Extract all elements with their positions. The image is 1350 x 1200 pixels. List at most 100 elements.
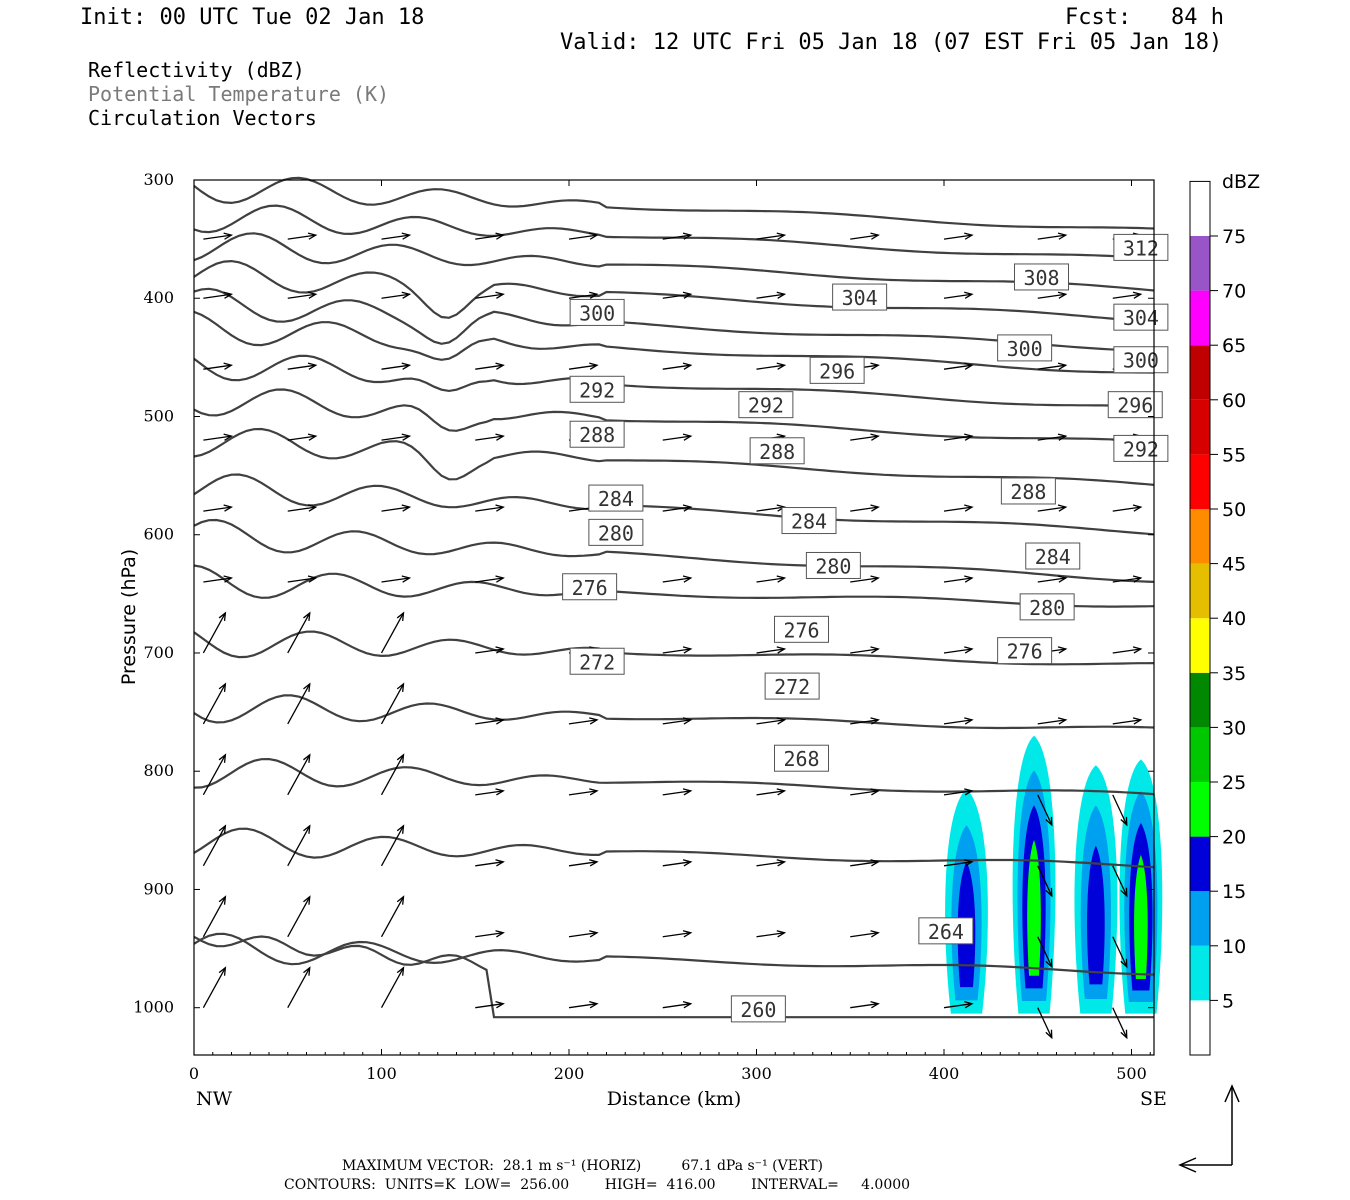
circulation-vector-head — [1132, 575, 1143, 583]
circulation-vector — [475, 435, 504, 441]
circulation-vector-head — [1057, 232, 1068, 240]
circulation-vector — [850, 506, 879, 512]
circulation-vector-head — [307, 362, 318, 370]
circulation-vector-head — [218, 611, 227, 621]
circulation-vector — [475, 648, 504, 654]
circulation-vector-head — [870, 717, 880, 725]
circulation-vector — [1037, 719, 1066, 725]
circulation-vector — [287, 435, 316, 441]
circulation-vector — [943, 435, 973, 441]
contour-label: 280 — [815, 554, 851, 578]
circulation-vector — [203, 577, 232, 583]
colorbar-segment — [1190, 727, 1210, 782]
theta-contour-line — [193, 932, 1155, 976]
circulation-vector — [203, 293, 232, 299]
colorbar: 5 10 15 20 25 30 35 40 45 50 55 60 65 70 75 — [1189, 180, 1246, 1056]
max-vector-note: MAXIMUM VECTOR: 28.1 m s⁻¹ (HORIZ) 67.1 … — [342, 1158, 824, 1174]
circulation-vector-head — [589, 291, 599, 299]
circulation-vector — [381, 506, 410, 512]
circulation-vector-head — [223, 362, 234, 370]
circulation-vector — [1037, 1007, 1053, 1038]
x-tick-label: 200 — [554, 1064, 585, 1083]
circulation-vector — [475, 1003, 504, 1009]
circulation-vector-head — [1120, 1029, 1128, 1040]
contour-label: 304 — [842, 286, 878, 310]
circulation-vector — [662, 932, 691, 938]
circulation-vector-head — [682, 859, 693, 867]
contour-label: 304 — [1123, 306, 1159, 330]
contour-label: 296 — [819, 359, 855, 383]
circulation-vector-head — [1057, 433, 1068, 441]
contour-label-box — [764, 672, 820, 700]
circulation-vector-head — [589, 717, 599, 725]
circulation-vector — [662, 861, 691, 867]
circulation-vector-head — [396, 611, 405, 621]
reflectivity-band — [1087, 845, 1105, 985]
contour-label-box — [569, 647, 625, 675]
circulation-vector — [1037, 794, 1053, 826]
colorbar-segment — [1190, 1000, 1210, 1055]
circulation-vector-head — [401, 232, 412, 240]
contour-label: 280 — [598, 521, 634, 545]
colorbar-tick-label: 40 — [1222, 608, 1246, 630]
y-tick-label: 500 — [143, 406, 174, 425]
circulation-vector — [943, 719, 973, 725]
circulation-vector — [1112, 936, 1128, 968]
circulation-vector — [203, 435, 232, 441]
circulation-vector — [756, 293, 785, 299]
circulation-vector — [202, 683, 226, 725]
colorbar-segment — [1190, 672, 1210, 728]
theta-contours — [193, 176, 1155, 1019]
circulation-vector-head — [303, 895, 311, 905]
circulation-vector-head — [307, 504, 318, 512]
colorbar-segment — [1190, 891, 1210, 946]
circulation-vector-head — [1120, 887, 1128, 898]
contour-label: 284 — [791, 510, 827, 534]
contour-label-box — [1113, 346, 1169, 374]
circulation-vector — [287, 293, 316, 299]
colorbar-segment — [1190, 782, 1210, 837]
x-tick-label: 300 — [741, 1064, 772, 1083]
circulation-vector — [202, 612, 226, 654]
contour-label-box — [1113, 233, 1169, 261]
contour-label: 296 — [1117, 394, 1153, 418]
circulation-vector-head — [870, 1001, 880, 1009]
circulation-vector — [756, 506, 785, 512]
circulation-vector-head — [303, 753, 311, 763]
contour-label: 272 — [774, 675, 810, 699]
colorbar-tick-label: 35 — [1222, 663, 1246, 685]
circulation-vector-head — [870, 788, 880, 796]
circulation-vector — [1037, 293, 1066, 299]
circulation-vector-head — [589, 859, 599, 867]
colorbar-tick-label: 60 — [1222, 390, 1246, 412]
circulation-vector — [1112, 648, 1141, 654]
circulation-vector — [475, 932, 504, 938]
circulation-vector-head — [589, 788, 599, 796]
contour-label: 272 — [579, 650, 615, 674]
circulation-vector-head — [307, 291, 318, 299]
circulation-vector — [850, 719, 879, 725]
circulation-vector — [850, 790, 879, 796]
circulation-vector — [756, 577, 785, 583]
contour-label-box — [588, 484, 644, 512]
circulation-vector — [850, 1003, 879, 1009]
y-tick-label: 600 — [143, 525, 174, 544]
circulation-vector-head — [223, 433, 234, 441]
circulation-vector-head — [870, 433, 880, 441]
contour-label-box — [749, 437, 805, 465]
circulation-vector — [568, 790, 598, 796]
circulation-vector — [662, 1003, 691, 1009]
contour-label-box — [997, 637, 1053, 665]
colorbar-tick-label: 55 — [1222, 444, 1246, 466]
colorbar-tick-label: 50 — [1222, 499, 1246, 521]
contour-label-box — [569, 375, 625, 403]
circulation-vector-head — [303, 966, 311, 976]
y-tick-label: 1000 — [133, 998, 174, 1017]
y-tick-label: 400 — [143, 288, 174, 307]
circulation-vector — [287, 754, 311, 796]
contour-label: 276 — [1007, 640, 1043, 664]
circulation-vector-head — [218, 753, 227, 763]
contour-label: 276 — [572, 576, 608, 600]
contour-label-box — [569, 298, 625, 326]
